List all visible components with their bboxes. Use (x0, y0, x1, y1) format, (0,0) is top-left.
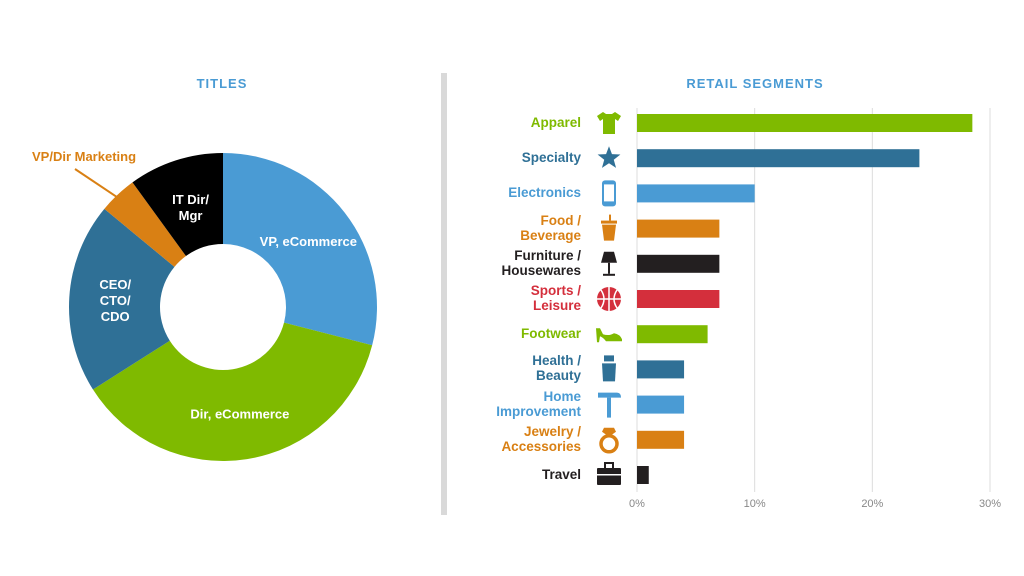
donut-slice-4 (132, 153, 223, 257)
donut-slice-label: VP/Dir Marketing (32, 149, 136, 164)
bar-0 (637, 114, 973, 132)
bar-label: Jewelry / Accessories (501, 423, 581, 454)
x-tick-label: 0% (629, 498, 645, 510)
bar-6 (637, 325, 708, 344)
bar-label: Furniture / Housewares (501, 247, 581, 278)
bar-label: Travel (541, 466, 581, 482)
bar-label: Sports / Leisure (530, 283, 581, 313)
bar-chart-title: RETAIL SEGMENTS (686, 76, 824, 91)
lamp-icon (601, 251, 617, 276)
x-tick-label: 20% (861, 498, 883, 510)
ring-icon (599, 427, 619, 454)
donut-slice-2 (69, 208, 175, 390)
bar-5 (637, 290, 720, 308)
donut-slice-3 (104, 182, 186, 267)
donut-slice-label: VP, eCommerce (260, 234, 357, 249)
bar-10 (637, 466, 649, 484)
ball-icon (597, 287, 621, 311)
bar-label: Apparel (530, 114, 581, 130)
x-tick-label: 10% (744, 498, 766, 510)
cup-icon (601, 214, 617, 241)
bar-label: Home Improvement (496, 388, 581, 419)
bar-label: Health / Beauty (532, 353, 581, 384)
bar-8 (637, 395, 685, 414)
donut-slice-0 (223, 153, 377, 346)
bottle-icon (602, 355, 616, 382)
bar-label: Specialty (521, 149, 581, 165)
tshirt-icon (597, 112, 621, 134)
donut-slice-label: IT Dir/Mgr (172, 192, 209, 223)
bar-label: Footwear (520, 325, 581, 341)
bar-9 (637, 430, 685, 449)
donut-chart-title: TITLES (196, 76, 248, 91)
x-tick-label: 30% (979, 498, 1001, 510)
hammer-icon (598, 392, 621, 418)
donut-slice-label: Dir, eCommerce (190, 407, 289, 422)
bar-4 (637, 254, 720, 273)
suitcase-icon (597, 462, 621, 485)
bar-2 (637, 184, 755, 203)
bar-7 (637, 360, 685, 379)
bar-label: Electronics (508, 184, 581, 200)
panel-divider (441, 73, 447, 515)
bar-label: Food / Beverage (520, 212, 581, 243)
star-icon (597, 146, 621, 168)
donut-slice-1 (92, 322, 373, 461)
shoe-icon (596, 328, 622, 343)
bar-3 (637, 219, 720, 238)
donut-leader-line (74, 168, 125, 203)
phone-icon (602, 180, 616, 207)
donut-slice-label: CEO/CTO/CDO (99, 277, 131, 324)
bar-1 (637, 149, 920, 168)
